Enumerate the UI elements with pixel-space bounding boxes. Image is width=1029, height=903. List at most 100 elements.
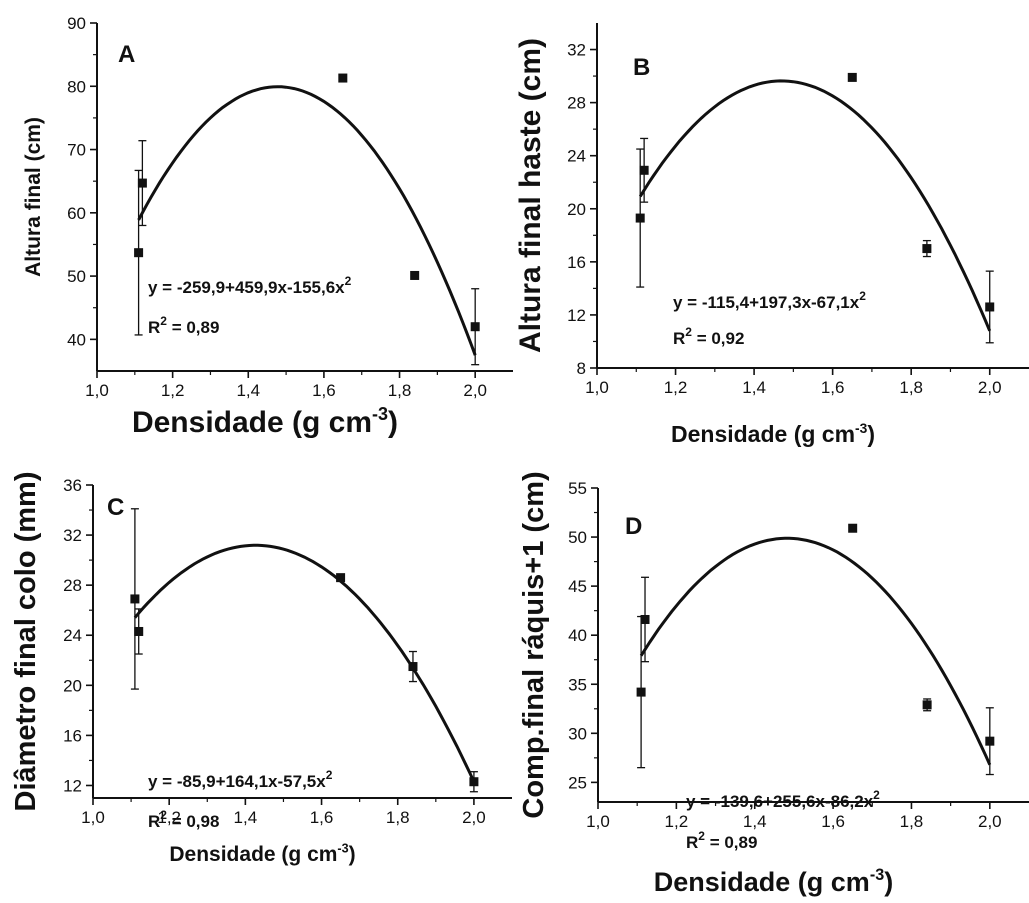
fit-equation: y = -115,4+197,3x-67,1x2 [673,289,866,312]
r-squared: R2 = 0,92 [673,325,744,348]
x-tick-label: 1,2 [161,381,185,400]
x-tick-label: 1,0 [85,381,109,400]
data-point [410,270,420,280]
data-point [336,573,346,583]
x-tick-label: 1,4 [743,812,767,831]
fit-equation: y = -85,9+164,1x-57,5x2 [148,768,333,791]
data-point [922,244,932,254]
x-tick-label: 1,4 [234,808,258,827]
data-point [408,662,418,672]
y-tick-label: 12 [63,776,82,795]
x-axis-title: Densidade (g cm-3) [654,866,893,897]
y-tick-label: 24 [567,147,586,166]
data-point [847,72,857,82]
r-squared: R2 = 0,89 [148,314,219,337]
y-tick-label: 24 [63,626,82,645]
x-tick-label: 1,2 [157,808,181,827]
x-tick-label: 1,6 [312,381,336,400]
y-tick-label: 25 [568,773,587,792]
data-point [985,302,995,312]
y-tick-label: 8 [577,359,586,378]
x-tick-label: 1,4 [742,378,766,397]
data-point [639,165,649,175]
y-tick-label: 40 [67,330,86,349]
y-tick-label: 16 [63,726,82,745]
data-point [640,614,650,624]
data-point [985,736,995,746]
y-tick-label: 28 [63,576,82,595]
y-tick-label: 20 [63,676,82,695]
y-tick-label: 32 [567,41,586,60]
y-tick-label: 12 [567,306,586,325]
fit-curve [638,79,992,332]
data-point [338,73,348,83]
y-axis-title: Altura final (cm) [22,117,45,277]
x-tick-label: 1,8 [386,808,410,827]
r-squared: R2 = 0,89 [686,829,757,852]
x-tick-label: 1,0 [586,812,610,831]
y-tick-label: 90 [67,14,86,33]
x-tick-label: 2,0 [462,808,486,827]
fit-curve [639,536,992,766]
fit-equation: y = -259,9+459,9x-155,6x2 [148,274,352,297]
fit-curve [133,543,476,783]
x-tick-label: 1,6 [310,808,334,827]
y-tick-label: 50 [568,528,587,547]
panel-d: 1,0 1,2 1,4 1,6 1,8 2,0 25 30 35 40 45 50 55 Dy = -13… [518,471,1029,897]
fit-equation: y = -139,6+255,6x-86,2x2 [686,788,880,811]
x-axis-title: Densidade (g cm-3) [169,842,355,866]
data-point [470,322,480,332]
panel-c: 1,0 1,2 1,4 1,6 1,8 2,0 12 16 20 24 28 32 36 Cy = -85… [10,472,512,866]
x-axis-title: Densidade (g cm-3) [671,421,875,447]
y-tick-label: 35 [568,675,587,694]
x-tick-label: 1,2 [664,378,688,397]
data-point [134,248,144,258]
y-tick-label: 32 [63,526,82,545]
x-tick-label: 2,0 [978,812,1002,831]
panel-letter: A [118,41,135,68]
x-tick-label: 1,0 [81,808,105,827]
fit-curve [137,85,477,356]
panel-b: 1,0 1,2 1,4 1,6 1,8 2,0 8 12 16 20 24 28 32 By = -115… [514,23,1029,447]
x-tick-label: 1,8 [900,812,924,831]
y-tick-label: 40 [568,626,587,645]
y-tick-label: 80 [67,77,86,96]
data-point [137,178,147,188]
x-tick-label: 1,0 [585,378,609,397]
y-tick-label: 45 [568,577,587,596]
panel-letter: C [107,494,124,521]
x-tick-label: 1,4 [236,381,260,400]
r-squared: R2 = 0,98 [148,808,219,831]
data-point [469,777,479,787]
x-tick-label: 2,0 [978,378,1002,397]
y-axis-title: Diâmetro final colo (mm) [10,472,42,812]
data-point [134,626,144,636]
y-axis-title: Altura final haste (cm) [514,38,547,353]
data-point [636,687,646,697]
data-point [922,700,932,710]
data-point [130,594,140,604]
panel-letter: B [633,54,650,81]
y-tick-label: 20 [567,200,586,219]
y-tick-label: 70 [67,141,86,160]
panel-a: 1,0 1,2 1,4 1,6 1,8 2,0 40 50 60 70 80 90 Ay = -259,… [22,14,513,439]
y-tick-label: 30 [568,724,587,743]
data-point [848,523,858,533]
x-axis-title: Densidade (g cm-3) [132,404,398,439]
y-tick-label: 36 [63,476,82,495]
y-tick-label: 55 [568,479,587,498]
x-tick-label: 1,6 [821,378,845,397]
x-tick-label: 1,8 [899,378,923,397]
y-tick-label: 28 [567,94,586,113]
y-tick-label: 60 [67,204,86,223]
x-tick-label: 1,6 [821,812,845,831]
y-tick-label: 16 [567,253,586,272]
data-point [635,213,645,223]
y-axis-title: Comp.final ráquis+1 (cm) [518,471,550,818]
y-tick-label: 50 [67,267,86,286]
x-tick-label: 1,2 [665,812,689,831]
panel-letter: D [625,513,642,540]
x-tick-label: 1,8 [388,381,412,400]
x-tick-label: 2,0 [463,381,487,400]
